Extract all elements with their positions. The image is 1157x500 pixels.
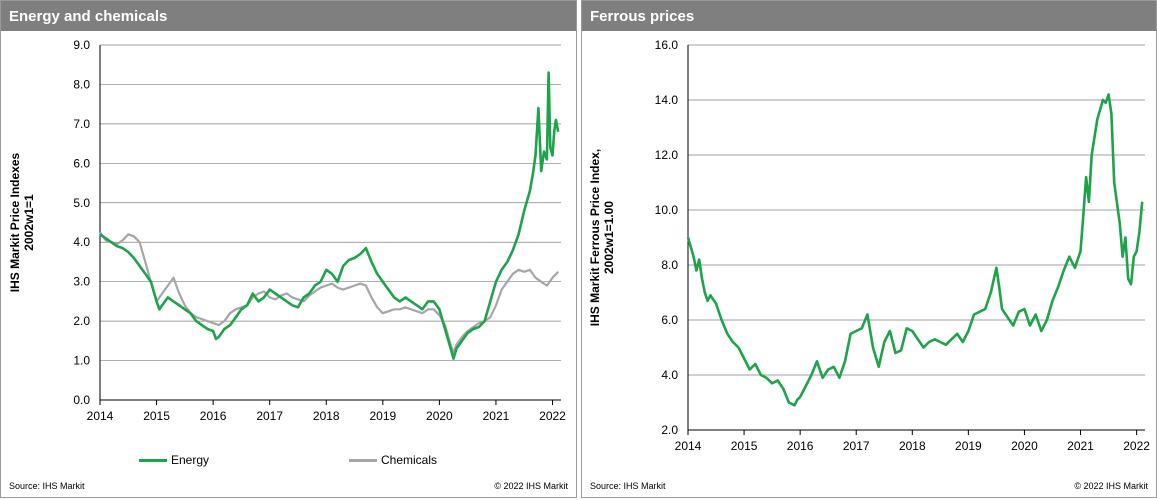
- energy-chemicals-panel: Energy and chemicals 0.0 1.0 2.0 3.0 4.0 5.0 6…: [0, 0, 577, 498]
- copyright-note: © 2022 IHS Markit: [494, 481, 568, 491]
- y-axis-label: IHS Markit Ferrous Price Index,: [588, 149, 602, 326]
- y-axis-label: 2002w1=1.00: [602, 201, 616, 274]
- x-tick-label: 2019: [955, 439, 982, 453]
- x-tick-label: 2015: [143, 409, 170, 423]
- x-tick-label: 2018: [899, 439, 926, 453]
- panel-title: Ferrous prices: [582, 1, 1156, 31]
- x-tick-label: 2017: [256, 409, 283, 423]
- x-tick-label: 2018: [313, 409, 340, 423]
- y-tick-label: 0.0: [73, 393, 90, 407]
- x-tick-label: 2015: [731, 439, 758, 453]
- y-axis-label: IHS Markit Price Indexes: [8, 152, 22, 292]
- y-tick-label: 9.0: [73, 38, 90, 52]
- x-tick-label: 2021: [1067, 439, 1094, 453]
- y-tick-label: 1.0: [73, 354, 90, 368]
- y-tick-label: 7.0: [73, 117, 90, 131]
- legend-energy-label: Energy: [171, 453, 210, 467]
- y-tick-label: 14.0: [655, 93, 679, 107]
- series-line-ferrous-index: [686, 93, 1144, 407]
- panel-title: Energy and chemicals: [1, 1, 576, 31]
- ferrous-chart: 2.0 4.0 6.0 8.0 10.0 12.0 14.0 16.0 2014 2015 2016…: [588, 38, 1150, 453]
- y-tick-label: 16.0: [655, 38, 679, 52]
- y-tick-label: 5.0: [73, 196, 90, 210]
- energy-swatch: [139, 458, 167, 462]
- copyright-note: © 2022 IHS Markit: [1074, 481, 1148, 491]
- y-tick-label: 4.0: [73, 235, 90, 249]
- x-tick-label: 2022: [1123, 439, 1150, 453]
- x-tick-label: 2022: [539, 409, 566, 423]
- y-tick-label: 12.0: [655, 148, 679, 162]
- y-axis-label: 2002w1=1: [22, 194, 36, 251]
- legend-chemicals: Chemicals: [349, 453, 437, 467]
- y-tick-label: 10.0: [655, 203, 679, 217]
- chemicals-swatch: [349, 458, 377, 462]
- x-tick-label: 2016: [787, 439, 814, 453]
- y-tick-label: 2.0: [661, 423, 678, 437]
- x-tick-label: 2020: [1011, 439, 1038, 453]
- y-tick-label: 3.0: [73, 275, 90, 289]
- source-note: Source: IHS Markit: [9, 481, 85, 491]
- y-tick-label: 2.0: [73, 314, 90, 328]
- x-tick-label: 2017: [843, 439, 870, 453]
- energy-chemicals-chart: 0.0 1.0 2.0 3.0 4.0 5.0 6.0 7.0 8.0 9.0 2014 2015 20…: [8, 38, 566, 423]
- x-tick-label: 2019: [369, 409, 396, 423]
- y-tick-label: 6.0: [661, 313, 678, 327]
- x-tick-label: 2020: [426, 409, 453, 423]
- y-tick-label: 8.0: [73, 77, 90, 91]
- x-tick-label: 2014: [87, 409, 114, 423]
- legend-energy: Energy: [139, 453, 209, 467]
- legend-chemicals-label: Chemicals: [381, 453, 438, 467]
- y-tick-label: 6.0: [73, 156, 90, 170]
- ferrous-panel: Ferrous prices 2.0 4.0 6.0 8.0 10.0 12.0 14.0 1…: [581, 0, 1157, 498]
- x-tick-label: 2021: [483, 409, 510, 423]
- x-tick-label: 2014: [675, 439, 702, 453]
- series-line-energy: [99, 71, 560, 360]
- source-note: Source: IHS Markit: [590, 481, 666, 491]
- y-tick-label: 4.0: [661, 368, 678, 382]
- x-tick-label: 2016: [200, 409, 227, 423]
- series-line-chemicals: [99, 231, 559, 354]
- y-tick-label: 8.0: [661, 258, 678, 272]
